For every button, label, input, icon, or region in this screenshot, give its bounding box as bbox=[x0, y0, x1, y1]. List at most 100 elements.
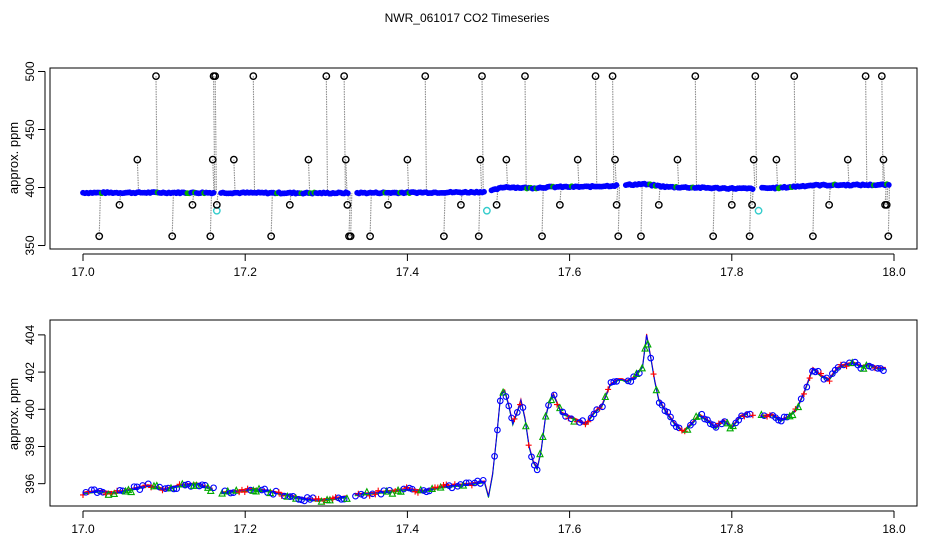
flag-drop-line bbox=[749, 188, 752, 237]
flagged-point bbox=[476, 155, 485, 164]
blue-circle-point bbox=[780, 413, 788, 421]
flag-drop-line bbox=[478, 191, 481, 237]
flagged-point bbox=[654, 201, 663, 209]
blue-circle-point bbox=[610, 378, 618, 386]
flag-drop-line bbox=[369, 192, 372, 237]
baseline-point bbox=[749, 186, 756, 192]
flag-drop-line bbox=[617, 185, 621, 237]
green-triangle-point bbox=[192, 481, 201, 489]
blue-circle-point bbox=[130, 483, 138, 491]
green-triangle-point bbox=[695, 411, 703, 420]
blue-circle-point bbox=[513, 409, 521, 416]
flag-drop-line bbox=[214, 76, 217, 193]
flag-drop-line bbox=[348, 192, 351, 237]
flagged-point bbox=[555, 201, 564, 209]
baseline-point bbox=[885, 182, 892, 188]
green-triangle-point bbox=[785, 411, 794, 420]
flagged-point bbox=[877, 72, 886, 81]
red-plus-point bbox=[826, 378, 833, 385]
green-triangle-point bbox=[127, 487, 136, 496]
blue-circle-point bbox=[530, 461, 538, 469]
green-triangle-point bbox=[570, 416, 578, 425]
top-x-axis: 17.0 17.2 17.4 17.6 17.8 18.0 bbox=[71, 253, 906, 279]
flagged-point bbox=[709, 232, 718, 241]
blue-circle-point bbox=[647, 354, 655, 362]
flagged-point bbox=[403, 155, 412, 164]
flag-drop-line bbox=[614, 159, 617, 186]
flag-drop-line bbox=[98, 192, 101, 237]
blue-circle-point bbox=[528, 453, 535, 461]
green-triangle-point bbox=[788, 410, 797, 419]
green-triangle-point bbox=[638, 363, 647, 372]
blue-circle-point bbox=[550, 391, 558, 399]
y-tick-label: 400 bbox=[23, 399, 37, 419]
blue-circle-point bbox=[496, 397, 504, 405]
red-plus-point bbox=[511, 415, 518, 422]
baseline-point bbox=[613, 182, 620, 188]
flag-drop-line bbox=[213, 76, 216, 193]
green-triangle-point bbox=[643, 339, 652, 348]
flagged-point bbox=[637, 232, 645, 241]
red-plus-point bbox=[372, 491, 379, 498]
y-tick-label: 404 bbox=[23, 325, 37, 345]
flagged-point bbox=[206, 232, 215, 241]
blue-circle-point bbox=[425, 487, 433, 495]
blue-circle-point bbox=[627, 378, 635, 385]
flagged-point bbox=[340, 72, 349, 81]
flag-drop-line bbox=[694, 76, 698, 188]
flagged-point bbox=[211, 72, 220, 81]
flagged-point bbox=[249, 72, 258, 81]
flag-drop-line bbox=[865, 76, 868, 185]
flagged-point bbox=[115, 201, 124, 209]
blue-circle-point bbox=[667, 413, 674, 421]
green-triangle-point bbox=[428, 484, 437, 493]
red-plus-point bbox=[678, 427, 685, 434]
flagged-point bbox=[825, 201, 834, 209]
flag-drop-line bbox=[350, 192, 353, 237]
green-triangle-point bbox=[536, 449, 544, 458]
flag-drop-line bbox=[443, 192, 446, 237]
x-tick-label: 17.8 bbox=[720, 522, 744, 536]
flagged-point bbox=[366, 232, 374, 241]
bottom-plot-frame bbox=[49, 319, 918, 507]
red-plus-point bbox=[585, 418, 592, 425]
flagged-point bbox=[843, 155, 852, 164]
blue-circle-point bbox=[579, 417, 586, 425]
flagged-point bbox=[188, 201, 197, 209]
green-triangle-point bbox=[167, 483, 175, 492]
flagged-point bbox=[612, 201, 621, 209]
flagged-point bbox=[439, 232, 448, 241]
blue-circle-point bbox=[286, 493, 294, 500]
blue-circle-point bbox=[479, 476, 487, 484]
red-plus-point bbox=[241, 489, 248, 496]
flag-drop-line bbox=[640, 184, 643, 237]
top-marks bbox=[80, 72, 893, 241]
y-tick-label: 350 bbox=[23, 235, 37, 255]
x-tick-label: 17.2 bbox=[234, 265, 258, 279]
flagged-point bbox=[879, 155, 888, 164]
x-tick-label: 17.4 bbox=[396, 522, 420, 536]
blue-circle-point bbox=[462, 479, 470, 487]
flag-drop-line bbox=[345, 159, 348, 193]
flagged-point bbox=[611, 155, 619, 164]
flagged-point bbox=[790, 72, 799, 81]
green-triangle-point bbox=[862, 360, 871, 369]
flag-drop-line bbox=[524, 76, 527, 188]
green-triangle-point bbox=[547, 395, 556, 404]
top-panel: 17.0 17.2 17.4 17.6 17.8 18.0 350 400 450 500 ap… bbox=[6, 61, 918, 279]
x-tick-label: 17.0 bbox=[71, 265, 95, 279]
flag-drop-line bbox=[881, 76, 884, 185]
green-triangle-point bbox=[641, 343, 649, 352]
y-tick-label: 402 bbox=[23, 362, 37, 382]
flagged-point bbox=[748, 201, 756, 209]
cyan-point bbox=[482, 206, 491, 215]
red-plus-point bbox=[412, 488, 419, 495]
flag-drop-line bbox=[252, 76, 256, 193]
blue-circle-point bbox=[880, 367, 887, 375]
flag-drop-line bbox=[270, 192, 273, 237]
flag-drop-line bbox=[595, 76, 598, 187]
green-triangle-point bbox=[632, 369, 641, 377]
red-plus-point bbox=[800, 390, 807, 397]
flagged-point bbox=[861, 72, 870, 81]
flagged-point bbox=[267, 232, 276, 241]
